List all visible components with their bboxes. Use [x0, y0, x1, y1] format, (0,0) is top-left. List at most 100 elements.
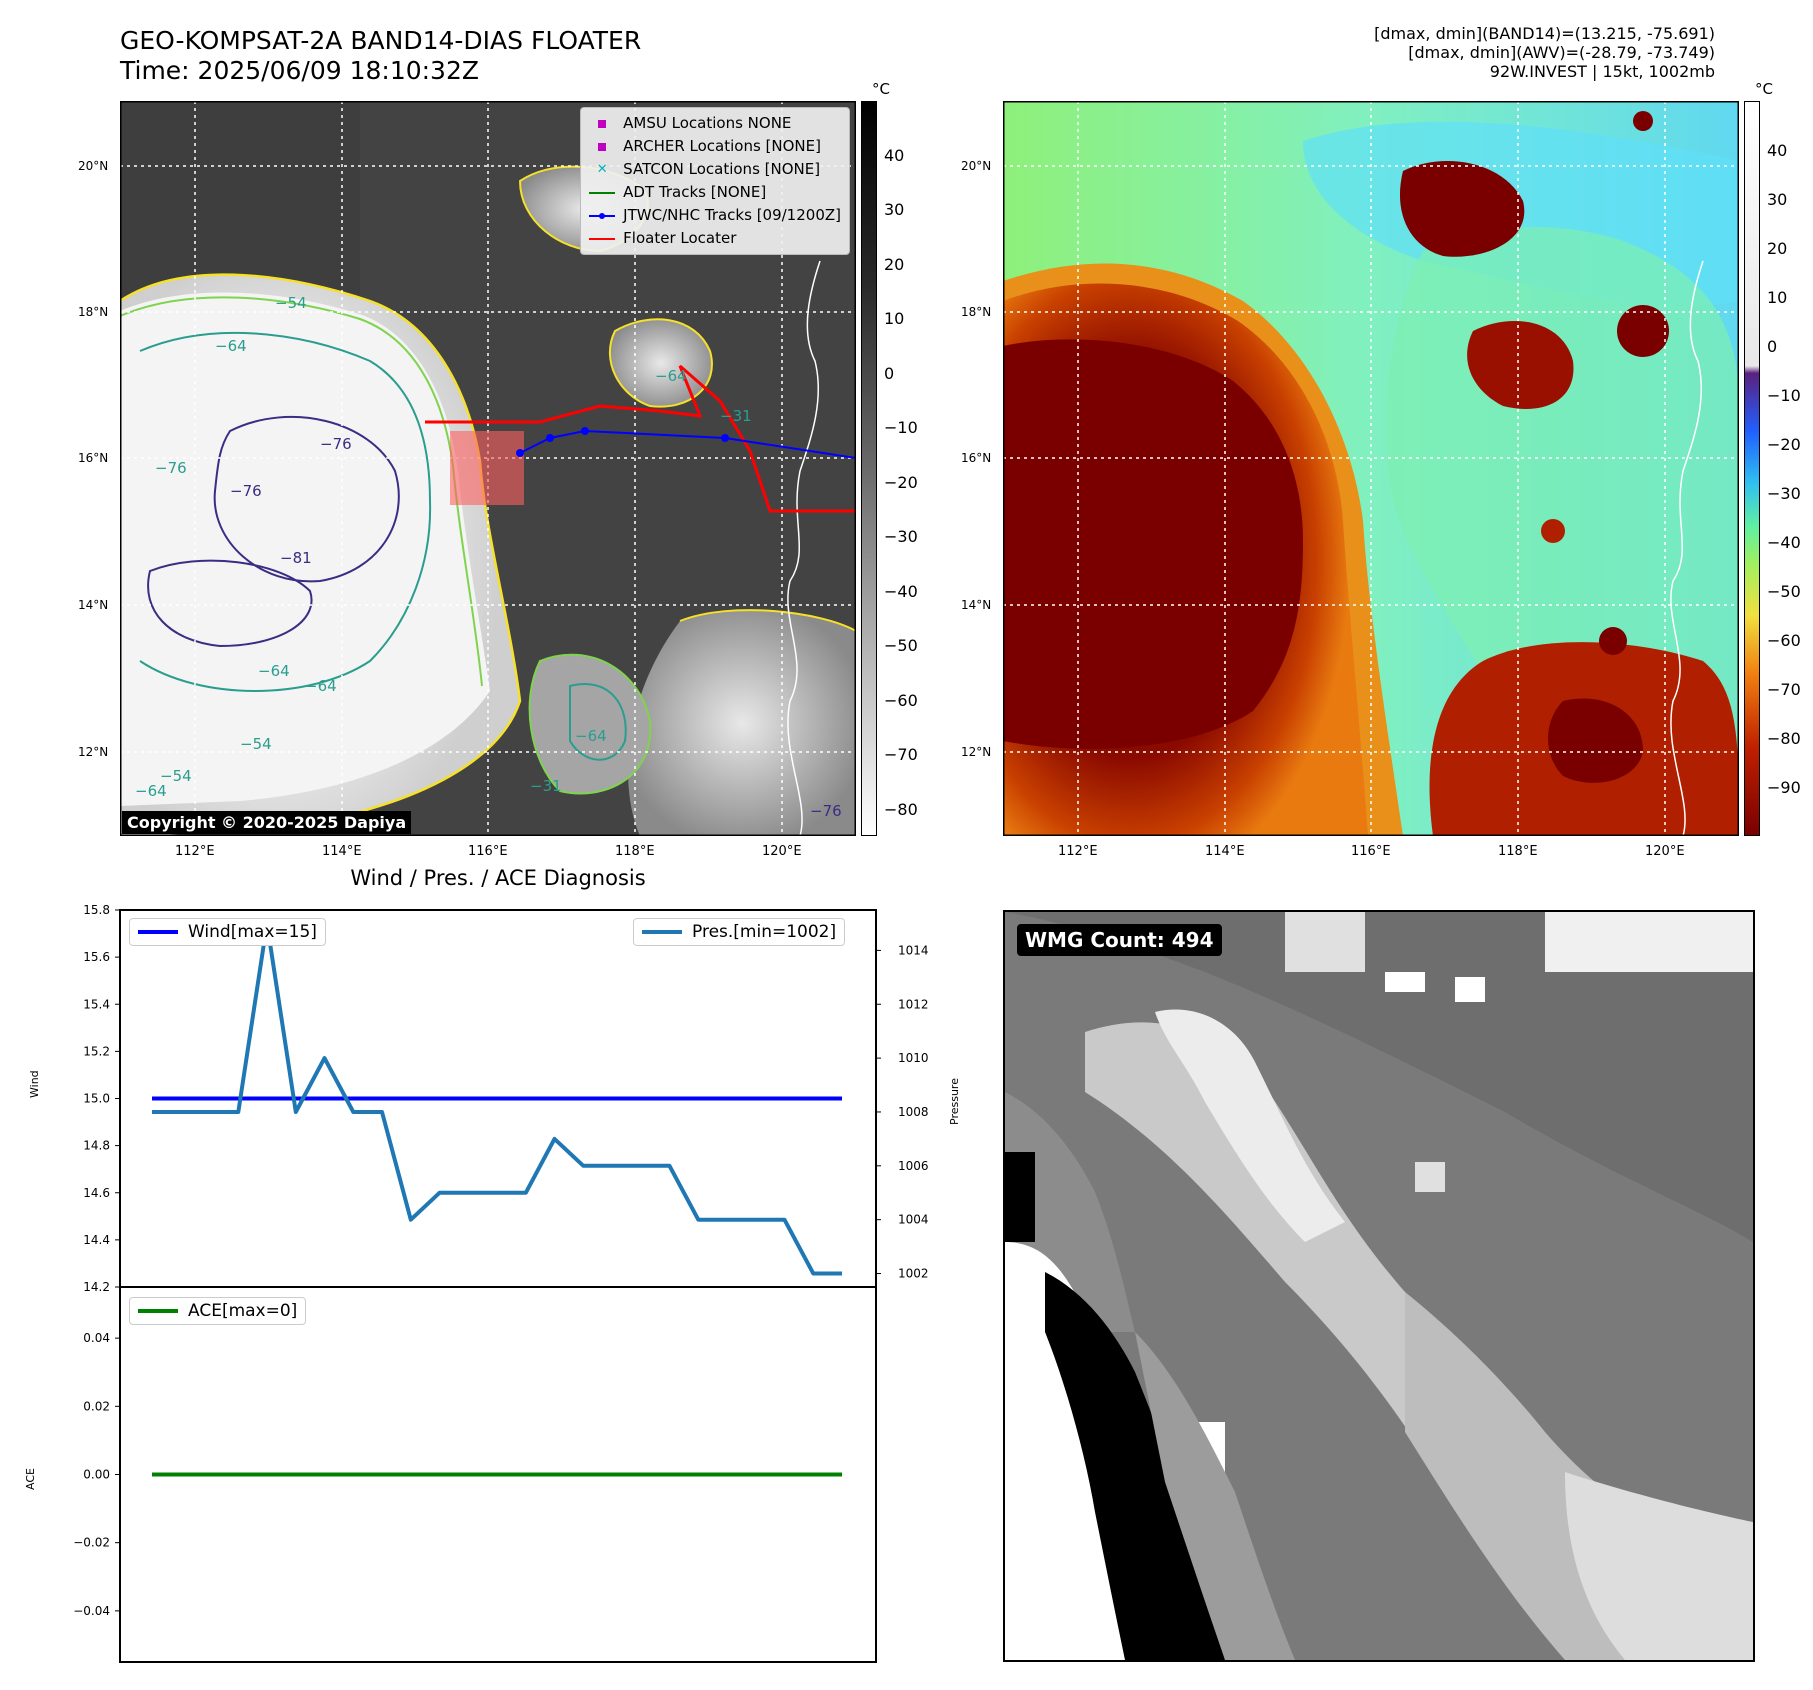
- y-tick-label: 15.8: [83, 903, 110, 917]
- copyright-badge: Copyright © 2020-2025 Dapiya: [122, 811, 412, 834]
- y-right-tick-label: 1012: [898, 997, 929, 1011]
- lat-tick-label: 16°N: [78, 451, 109, 465]
- info-band14-range: [dmax, dmin](BAND14)=(13.215, -75.691): [1374, 24, 1715, 43]
- y-tick-label: 0.00: [83, 1468, 110, 1482]
- colorbar-tick-label: −70: [1767, 680, 1801, 699]
- lon-tick-label: 120°E: [1645, 844, 1685, 859]
- contour-label: −76: [320, 435, 352, 453]
- ace-axis-label: ACE: [24, 1468, 37, 1490]
- contour-label: −64: [655, 367, 687, 385]
- colorbar-tick-label: −20: [884, 473, 918, 492]
- wind-axis-label: Wind: [28, 1070, 41, 1098]
- colorbar-tick-label: 10: [884, 309, 905, 328]
- lon-tick-label: 114°E: [322, 844, 362, 859]
- y-right-tick-label: 1010: [898, 1051, 929, 1065]
- colorbar-tick-label: −70: [884, 745, 918, 764]
- colorbar-tick-label: −10: [1767, 386, 1801, 405]
- y-tick-label: 14.4: [83, 1233, 110, 1247]
- y-right-tick-label: 1004: [898, 1213, 929, 1227]
- lon-tick-label: 116°E: [468, 844, 508, 859]
- wind-pressure-plot: 15.8 15.6 15.4 15.2 15.0 14.8 14.6 14.4 14.2 1014…: [83, 903, 928, 1294]
- contour-label: −76: [155, 459, 187, 477]
- lat-tick-label: 20°N: [78, 159, 109, 173]
- ir-map-lat-axis: 20°N 18°N 16°N 14°N 12°N: [70, 101, 118, 836]
- contour-label: −64: [258, 662, 290, 680]
- colorbar-tick-label: −60: [1767, 631, 1801, 650]
- colorbar-tick-label: 20: [884, 255, 905, 274]
- x-marker-icon: ✕: [596, 161, 608, 177]
- lon-tick-label: 114°E: [1205, 844, 1245, 859]
- enhanced-map-image: [1003, 101, 1739, 837]
- chart-title: GEO-KOMPSAT-2A BAND14-DIAS FLOATER: [120, 26, 642, 55]
- lon-tick-label: 120°E: [762, 844, 802, 859]
- y-tick-label: 15.2: [83, 1044, 110, 1058]
- colorbar-tick-label: −40: [1767, 533, 1801, 552]
- colorbar-tick-label: −80: [1767, 729, 1801, 748]
- colorbar-tick-label: −30: [1767, 484, 1801, 503]
- legend-item-label: ADT Tracks [NONE]: [623, 183, 767, 201]
- y-tick-label: −0.02: [73, 1536, 110, 1550]
- lon-tick-label: 118°E: [1498, 844, 1538, 859]
- y-tick-label: 15.6: [83, 950, 110, 964]
- pressure-legend: Pres.[min=1002]: [633, 918, 846, 946]
- line-marker-icon: [138, 930, 178, 934]
- contour-label: −31: [530, 777, 562, 795]
- square-marker-icon: [589, 117, 615, 131]
- legend-item-label: JTWC/NHC Tracks [09/1200Z]: [623, 206, 841, 224]
- contour-label: −81: [280, 549, 312, 567]
- legend-item-label: Floater Locater: [623, 229, 737, 247]
- pressure-axis-label: Pressure: [948, 1078, 961, 1125]
- line-marker-icon: [589, 186, 616, 200]
- right-colorbar: [1744, 101, 1760, 836]
- legend-item-label: ACE[max=0]: [188, 1301, 298, 1321]
- lat-tick-label: 14°N: [961, 598, 992, 612]
- legend-item-satcon: ✕ SATCON Locations [NONE]: [589, 158, 841, 181]
- lat-tick-label: 14°N: [78, 598, 109, 612]
- contour-label: −76: [230, 482, 262, 500]
- line-marker-icon: [589, 232, 616, 246]
- colorbar-tick-label: 30: [1767, 190, 1788, 209]
- wind-legend: Wind[max=15]: [129, 918, 326, 946]
- y-tick-label: 14.6: [83, 1186, 110, 1200]
- ace-plot: 0.04 0.02 0.00 −0.02 −0.04: [73, 1286, 877, 1663]
- y-right-tick-label: 1006: [898, 1159, 929, 1173]
- lon-tick-label: 112°E: [1058, 844, 1098, 859]
- left-colorbar-ticks: 40 30 20 10 0 −10 −20 −30 −40 −50 −60 −7…: [884, 101, 944, 836]
- colorbar-tick-label: 0: [884, 364, 895, 383]
- wmg-image: [1005, 912, 1753, 1660]
- legend-item-label: Wind[max=15]: [188, 922, 317, 942]
- legend-item-adt: ADT Tracks [NONE]: [589, 181, 841, 204]
- info-awv-range: [dmax, dmin](AWV)=(-28.79, -73.749): [1408, 43, 1715, 62]
- colorbar-tick-label: 10: [1767, 288, 1788, 307]
- square-marker-icon: [589, 140, 615, 154]
- lat-tick-label: 20°N: [961, 159, 992, 173]
- contour-label: −54: [275, 294, 307, 312]
- contour-label: −64: [305, 677, 337, 695]
- diagnosis-title: Wind / Pres. / ACE Diagnosis: [350, 866, 646, 890]
- y-right-tick-label: 1008: [898, 1105, 929, 1119]
- y-tick-label: 14.2: [83, 1280, 110, 1294]
- y-tick-label: 15.4: [83, 997, 110, 1011]
- y-tick-label: −0.04: [73, 1604, 110, 1618]
- colorbar-tick-label: −60: [884, 691, 918, 710]
- chart-time: Time: 2025/06/09 18:10:32Z: [120, 56, 479, 85]
- enhanced-map-panel: [1003, 101, 1739, 837]
- colorbar-tick-label: 20: [1767, 239, 1788, 258]
- colorbar-tick-label: −10: [884, 418, 918, 437]
- lon-tick-label: 116°E: [1351, 844, 1391, 859]
- legend-item-jtwc: JTWC/NHC Tracks [09/1200Z]: [589, 204, 841, 227]
- contour-label: −54: [160, 767, 192, 785]
- legend-item-label: SATCON Locations [NONE]: [623, 160, 821, 178]
- wmg-panel: WMG Count: 494: [1003, 910, 1755, 1662]
- colorbar-tick-label: −90: [1767, 778, 1801, 797]
- info-storm-status: 92W.INVEST | 15kt, 1002mb: [1489, 62, 1715, 81]
- legend-item-floater: Floater Locater: [589, 227, 841, 250]
- ir-map-lon-axis: 112°E 114°E 116°E 118°E 120°E: [120, 836, 856, 860]
- lat-tick-label: 12°N: [78, 745, 109, 759]
- lat-tick-label: 18°N: [78, 305, 109, 319]
- diagnosis-chart: 15.8 15.6 15.4 15.2 15.0 14.8 14.6 14.4 14.2 1014…: [73, 903, 929, 1663]
- line-marker-icon: [138, 1309, 178, 1313]
- y-right-tick-label: 1002: [898, 1267, 929, 1281]
- colorbar-tick-label: −20: [1767, 435, 1801, 454]
- y-tick-label: 14.8: [83, 1139, 110, 1153]
